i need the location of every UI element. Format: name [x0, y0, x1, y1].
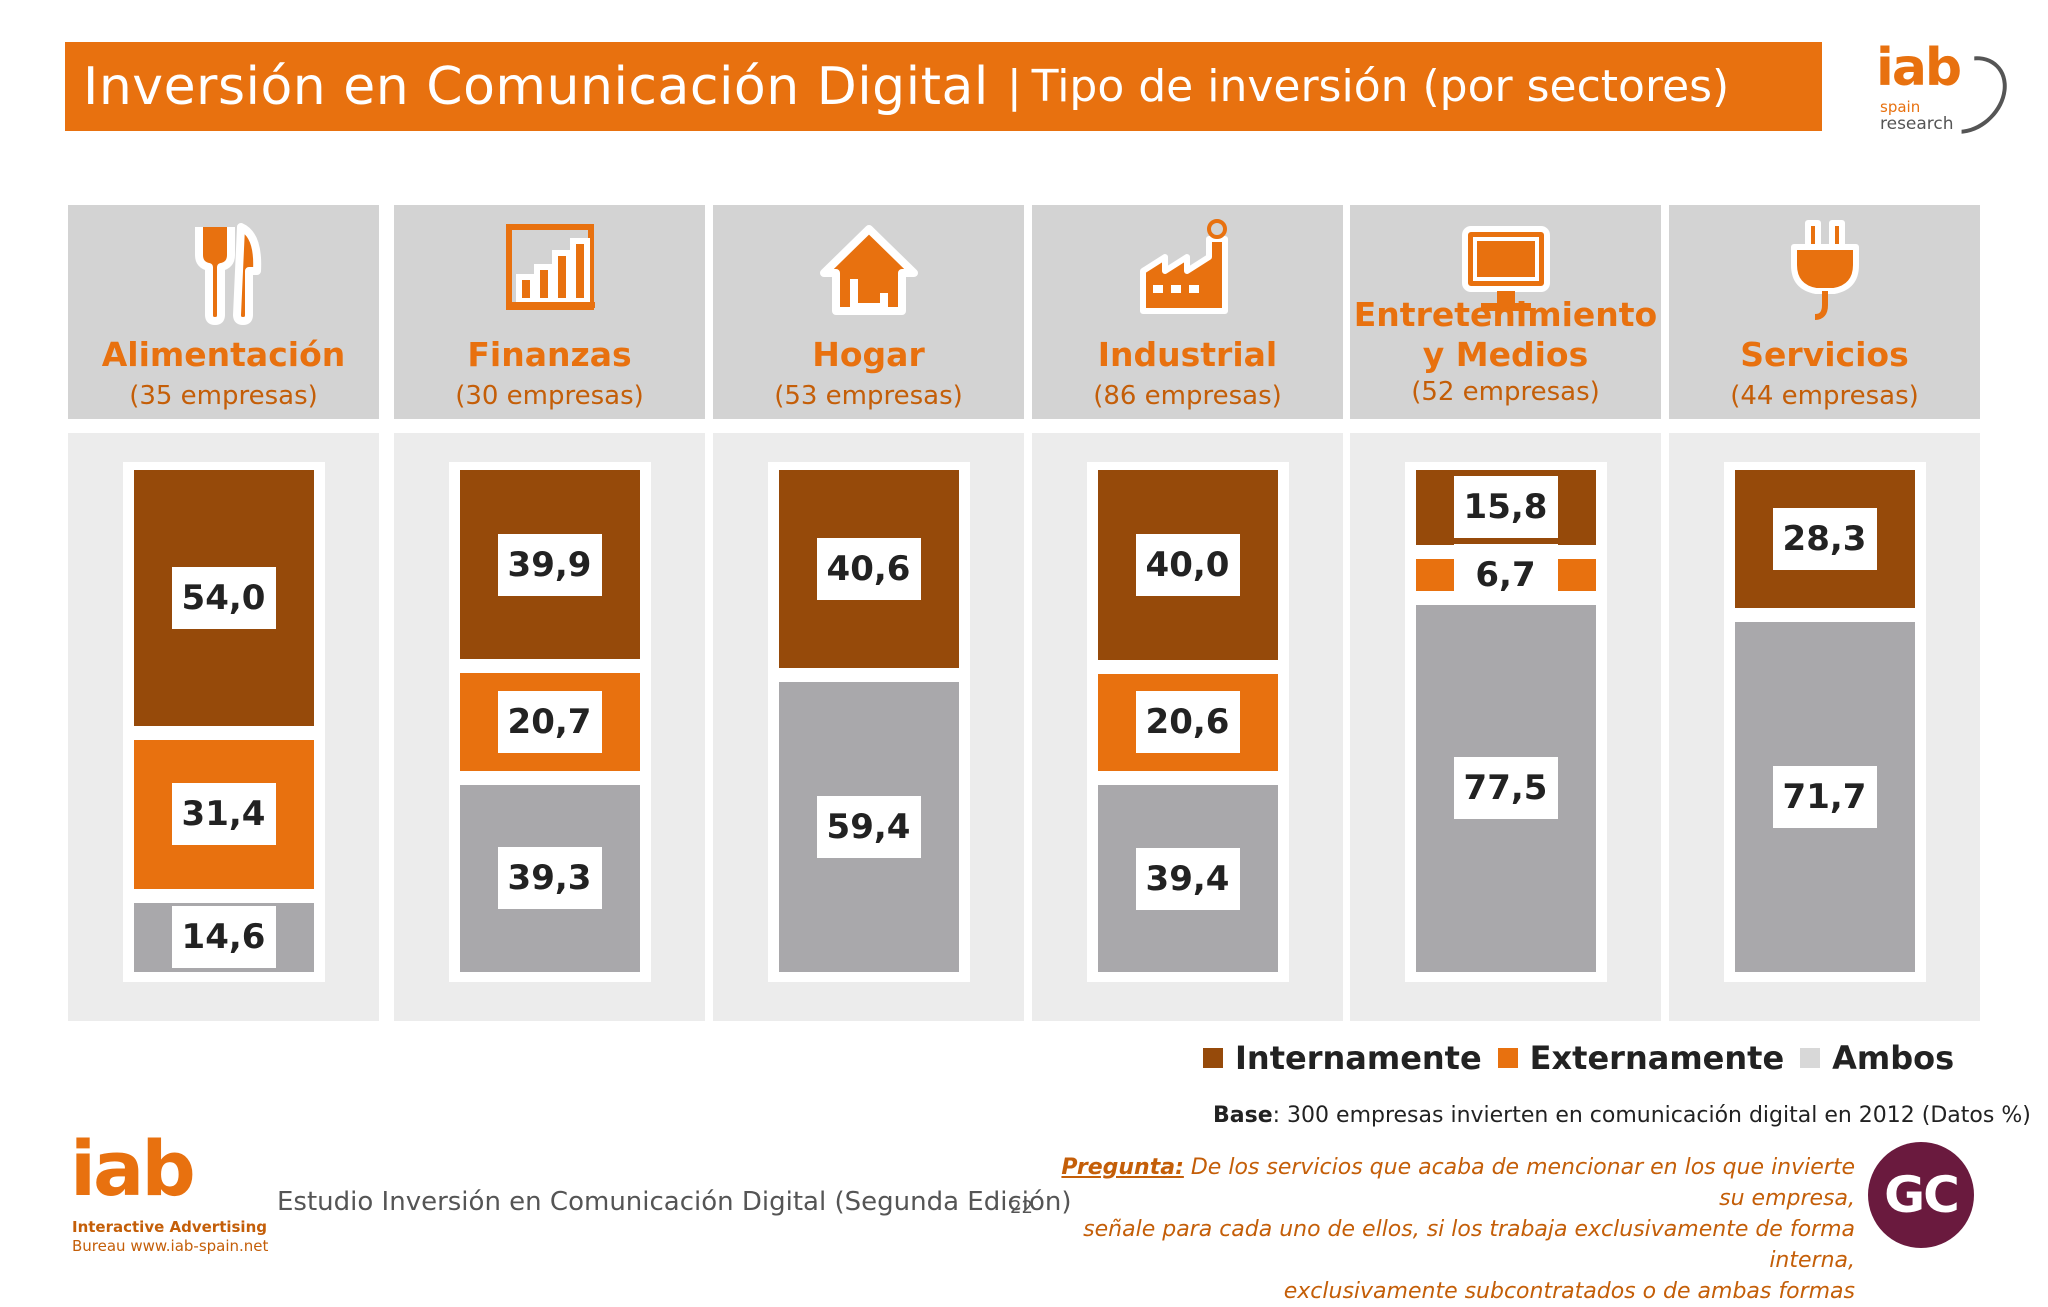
sector-3-name: Industrial: [1097, 335, 1278, 374]
sector-0-label-ambos: 14,6: [171, 906, 276, 969]
sector-2-label-internamente: 40,6: [816, 538, 921, 601]
page-subtitle: Tipo de inversión (por sectores): [1031, 61, 1730, 112]
sector-1-label-ambos: 39,3: [497, 847, 602, 910]
sector-5-company-count: (44 empresas): [1730, 381, 1919, 411]
iab-footer-word: iab: [70, 1124, 196, 1213]
sector-5-name: Servicios: [1740, 335, 1909, 374]
sector-5-header: Servicios (44 empresas): [1669, 205, 1980, 419]
monitor-icon: [1451, 215, 1561, 325]
question-line2: señale para cada uno de ellos, si los tr…: [1083, 1217, 1855, 1273]
sector-0-label-internamente: 54,0: [171, 566, 276, 629]
legend-item-internamente: Internamente: [1203, 1039, 1482, 1077]
legend-label-internamente: Internamente: [1235, 1039, 1482, 1077]
fork-knife-icon: [169, 215, 279, 325]
gc-badge: GC: [1868, 1142, 1974, 1248]
sector-0-header: Alimentación (35 empresas): [68, 205, 379, 419]
factory-icon: [1133, 215, 1243, 325]
base-label: Base: [1213, 1103, 1273, 1128]
sector-4-label-ambos: 77,5: [1453, 757, 1558, 820]
sector-2-company-count: (53 empresas): [774, 381, 963, 411]
iab-logo-spain: spain: [1880, 98, 1921, 116]
sector-1-name: Finanzas: [467, 335, 632, 374]
sector-2-label-ambos: 59,4: [816, 796, 921, 859]
sector-4-name-line2: y Medios: [1422, 335, 1589, 374]
legend-swatch-internamente: [1203, 1048, 1223, 1068]
study-title: Estudio Inversión en Comunicación Digita…: [277, 1187, 1072, 1217]
legend-label-ambos: Ambos: [1832, 1039, 1955, 1077]
sector-0-label-externamente: 31,4: [171, 783, 276, 846]
sector-5-label-ambos: 71,7: [1772, 766, 1877, 829]
chart-legend: Internamente Externamente Ambos: [1203, 1038, 1970, 1078]
base-note: Base: 300 empresas invierten en comunica…: [1213, 1103, 2031, 1128]
question-line1: De los servicios que acaba de mencionar …: [1183, 1155, 1855, 1211]
title-bar: Inversión en Comunicación Digital | Tipo…: [65, 42, 1822, 131]
iab-logo-word: iab: [1876, 38, 1962, 98]
iab-research-logo: iab spain research: [1870, 38, 2023, 150]
page-number: 22: [1010, 1197, 1033, 1218]
sector-3-label-ambos: 39,4: [1135, 847, 1240, 910]
sector-3-header: Industrial (86 empresas): [1032, 205, 1343, 419]
legend-label-externamente: Externamente: [1529, 1039, 1785, 1077]
question-label: Pregunta:: [1061, 1155, 1184, 1180]
sector-4-label-externamente: 6,7: [1453, 543, 1558, 606]
sector-5-label-internamente: 28,3: [1772, 508, 1877, 571]
iab-logo-research: research: [1880, 114, 1954, 134]
question-note: Pregunta: De los servicios que acaba de …: [1040, 1152, 1855, 1307]
legend-swatch-externamente: [1497, 1048, 1518, 1068]
sector-2-name: Hogar: [812, 335, 925, 374]
bar-chart-icon: [495, 215, 605, 325]
legend-swatch-ambos: [1800, 1048, 1821, 1068]
question-line3: exclusivamente subcontratados o de ambas…: [1283, 1279, 1855, 1304]
sector-3-label-internamente: 40,0: [1135, 533, 1240, 596]
legend-item-externamente: Externamente: [1497, 1039, 1785, 1077]
sector-1-label-internamente: 39,9: [497, 533, 602, 596]
sector-4-name: Entretenimiento: [1353, 295, 1658, 334]
page-title: Inversión en Comunicación Digital: [83, 56, 989, 117]
title-separator: |: [1006, 61, 1022, 112]
iab-footer-logo: iab Interactive Advertising Bureau www.i…: [70, 1124, 280, 1258]
sector-3-label-externamente: 20,6: [1135, 691, 1240, 754]
sector-1-header: Finanzas (30 empresas): [394, 205, 705, 419]
sector-4-header: Entretenimiento y Medios (52 empresas): [1350, 205, 1661, 419]
sector-3-company-count: (86 empresas): [1093, 381, 1282, 411]
sector-4-label-internamente: 15,8: [1453, 476, 1558, 539]
legend-item-ambos: Ambos: [1800, 1039, 1954, 1077]
sector-0-company-count: (35 empresas): [129, 381, 318, 411]
plug-icon: [1770, 215, 1880, 325]
sector-0-name: Alimentación: [101, 335, 346, 374]
sector-2-header: Hogar (53 empresas): [713, 205, 1024, 419]
house-icon: [814, 215, 924, 325]
sector-1-label-externamente: 20,7: [497, 691, 602, 754]
sector-1-company-count: (30 empresas): [455, 381, 644, 411]
iab-footer-line2: Bureau www.iab-spain.net: [72, 1237, 269, 1255]
iab-footer-line1: Interactive Advertising: [72, 1218, 267, 1236]
sector-4-company-count: (52 empresas): [1411, 377, 1600, 407]
base-text: : 300 empresas invierten en comunicación…: [1272, 1103, 2031, 1128]
